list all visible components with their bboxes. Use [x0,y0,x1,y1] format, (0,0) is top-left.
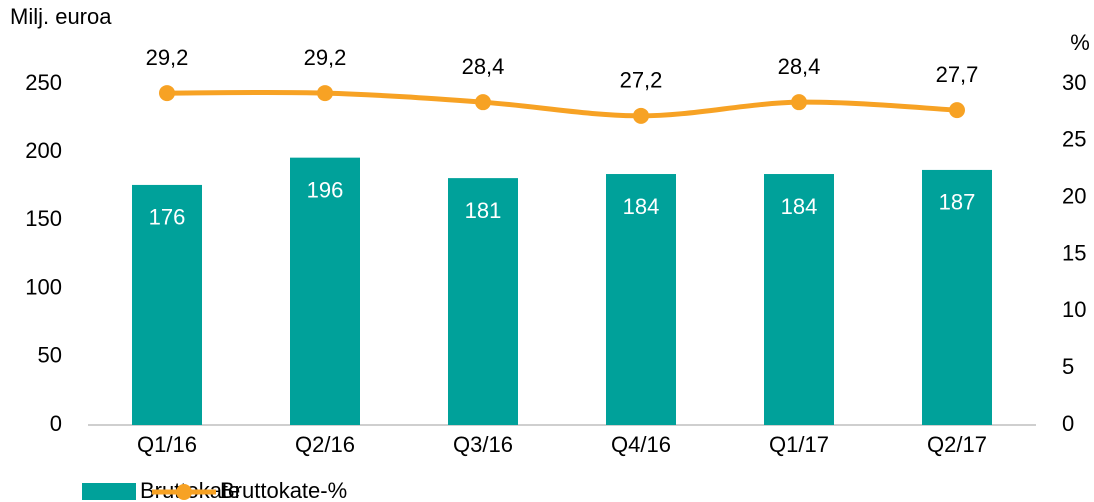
line-marker [949,102,965,119]
bar-value-label: 184 [623,194,660,219]
bar-value-label: 184 [781,194,818,219]
y-tick-label: 50 [38,343,62,368]
line-marker [791,94,807,111]
y-tick-label: 200 [25,138,62,163]
line-value-label: 28,4 [778,54,821,79]
y2-tick-label: 10 [1062,297,1086,322]
line-value-label: 29,2 [146,45,189,70]
y-tick-label: 150 [25,206,62,231]
y-tick-label: 100 [25,274,62,299]
y-tick-label: 250 [25,70,62,95]
bar-value-label: 181 [465,198,502,223]
legend-label: Bruttokate-% [220,478,347,502]
bar [606,174,676,425]
line [166,89,958,119]
x-tick-label: Q3/16 [453,432,513,457]
x-tick-label: Q1/17 [769,432,829,457]
x-tick-label: Q1/16 [137,432,197,457]
bar-value-label: 176 [149,205,186,230]
bar [132,184,202,425]
line-marker [475,94,491,111]
legend-swatch-marker [176,484,192,500]
bar [922,169,992,425]
y2-tick-label: 20 [1062,183,1086,208]
line-value-label: 27,2 [620,68,663,93]
legend-swatch [82,483,136,500]
y2-tick-label: 30 [1062,70,1086,95]
x-tick-label: Q4/16 [611,432,671,457]
bar [290,157,360,425]
x-tick-label: Q2/16 [295,432,355,457]
line-marker [159,85,175,102]
y2-axis-title: % [1070,30,1090,55]
line-marker [317,85,333,102]
bar-value-label: 187 [939,190,976,215]
line-value-label: 28,4 [462,54,505,79]
x-tick-label: Q2/17 [927,432,987,457]
y-axis-title: Milj. euroa [10,4,112,29]
bar-value-label: 196 [307,177,344,202]
bar [448,178,518,425]
bar [764,174,834,425]
line-value-label: 29,2 [304,45,347,70]
y2-tick-label: 0 [1062,411,1074,436]
line-value-label: 27,7 [936,62,979,87]
y-tick-label: 0 [50,411,62,436]
y2-tick-label: 5 [1062,354,1074,379]
line-marker [633,107,649,124]
y2-tick-label: 25 [1062,127,1086,152]
y2-tick-label: 15 [1062,240,1086,265]
